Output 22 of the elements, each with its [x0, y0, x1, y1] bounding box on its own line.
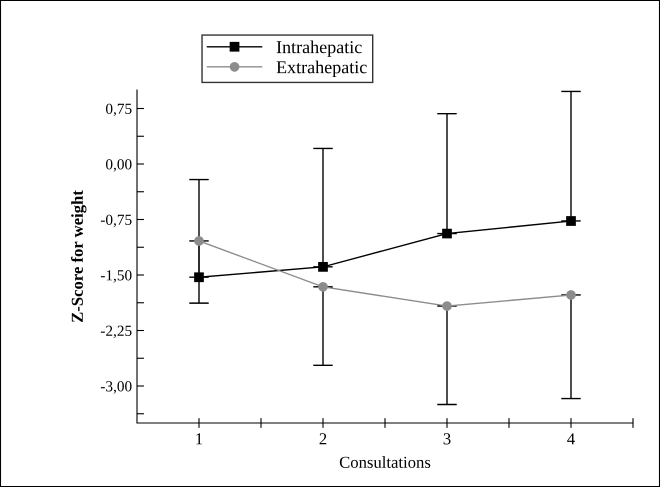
point [318, 282, 328, 292]
y-tick-label: -0,75 [100, 214, 132, 228]
y-tick-label: 0,75 [106, 104, 132, 116]
y-tick-label: 0,00 [106, 159, 132, 172]
y-axis-title: Z-Score for weight [71, 190, 86, 322]
x-tick-label: 2 [320, 433, 326, 444]
x-axis-title: Consultations [340, 456, 430, 468]
point [566, 290, 576, 300]
y-tick-label: -3,00 [100, 381, 132, 394]
y-tick-label: -1,50 [100, 270, 132, 283]
point [194, 236, 204, 246]
y-tick-label: -2,25 [100, 326, 132, 338]
x-tick-label: 3 [444, 433, 451, 444]
legend-label: Extrahepatic [276, 60, 367, 78]
point [318, 262, 328, 272]
x-tick-label: 1 [196, 433, 202, 444]
point [442, 228, 452, 238]
point [194, 272, 204, 282]
x-tick-label: 4 [567, 433, 575, 444]
legend-label: Intrahepatic [276, 40, 362, 57]
point [442, 301, 452, 311]
point [566, 216, 576, 226]
